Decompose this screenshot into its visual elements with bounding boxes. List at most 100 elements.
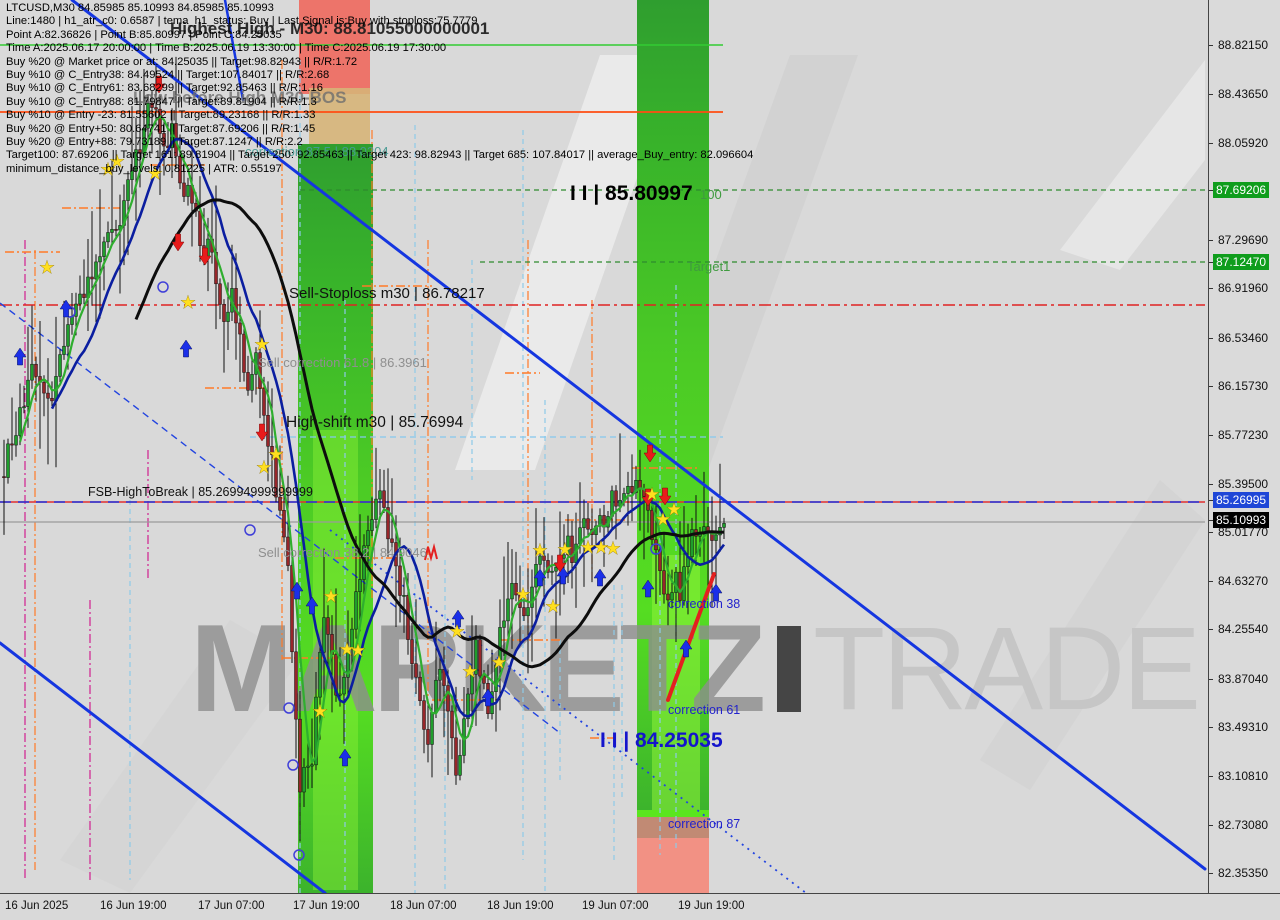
candle-bearish [282,510,286,538]
sell-arrow-icon [198,247,212,266]
candle-bearish [390,538,394,543]
price-tick-mark [1209,288,1213,290]
left-tan-zone [309,88,370,146]
star-signal-icon: ★ [339,640,354,660]
price-tick-mark [1209,520,1213,522]
buy-arrow-icon [179,339,193,358]
buy-impulse-line[interactable] [666,572,716,702]
mid-salmon-zone [637,838,709,893]
price-tick-label: 83.87040 [1218,671,1269,686]
buy-arrow-icon [451,609,465,628]
star-signal-icon: ★ [449,622,464,642]
star-signal-icon: ★ [605,539,620,559]
star-signal-icon: ★ [39,258,54,278]
candle-bullish [342,677,346,695]
price-level-badge: 87.69206 [1213,181,1270,198]
chart-plot-area[interactable]: MARKETZ TRADE ★ ★ ★ ★ ★ ★ ★ ★ ★ ★ ★ ★ ★ ★ ★ ★ ★ ★ ★ ★ ★ ★ ★ ★ ★ … [0,0,1208,893]
lower-channel-line[interactable] [0,641,327,893]
candle-bearish [286,536,290,566]
candle-bearish [162,133,166,147]
candle-bearish [34,363,38,377]
candle-bearish [278,496,282,511]
price-tick-label: 88.82150 [1218,38,1269,52]
time-tick-label: 18 Jun 07:00 [390,900,457,912]
star-signal-icon: ★ [254,335,269,355]
candle-bullish [22,406,26,409]
candle-bearish [266,415,270,447]
sell-arrow-icon [255,423,269,442]
candle-bullish [354,591,358,630]
candle-bullish [506,598,510,622]
time-axis[interactable]: 16 Jun 2025 16 Jun 19:00 17 Jun 07:00 17 Ju… [0,893,1280,920]
candle-bullish [58,354,62,377]
price-tick-label: 86.91960 [1218,281,1269,296]
star-signal-icon: ★ [109,152,124,172]
buy-arrow-icon [593,568,607,587]
exit-circle-marker [650,543,662,555]
price-chart-layer[interactable]: ★★★★★★★★★★★★★★ ★★★★★ ★★★★★★ [0,0,1208,893]
candle-bullish [346,649,350,678]
star-signal-icon: ★ [268,445,283,465]
candle-bullish [530,586,534,608]
star-signal-icon: ★ [515,585,530,605]
candle-bearish [422,700,426,730]
candle-bullish [250,374,254,391]
zigzag-marker [424,543,438,562]
candle-bullish [502,620,506,628]
price-tick-label: 84.25540 [1218,622,1269,637]
candle-bullish [110,229,114,233]
price-tick-label: 87.29690 [1218,233,1269,248]
candle-bearish [46,392,50,399]
price-tick-label: 88.43650 [1218,87,1269,102]
star-signal-icon: ★ [180,293,195,313]
price-tick-mark [1209,435,1213,437]
candle-bearish [218,283,222,305]
star-signal-icon: ★ [462,662,477,682]
price-tick-label: 86.53460 [1218,330,1269,345]
candle-bearish [150,102,154,108]
candle-bearish [662,570,666,595]
candle-bearish [478,639,482,677]
exit-circle-marker [157,281,169,293]
candle-bullish [470,674,474,695]
candle-bearish [42,382,46,394]
candle-bearish [514,583,518,596]
candle-bearish [450,710,454,739]
candle-bullish [458,755,462,776]
candle-bearish [522,607,526,617]
star-signal-icon: ★ [666,500,681,520]
candle-bullish [98,256,102,263]
mid-channel-dashed[interactable] [0,302,561,734]
buy-arrow-icon [481,688,495,707]
candle-bullish [670,592,674,601]
candle-bearish [666,593,670,601]
price-tick-label: 84.63270 [1218,574,1269,589]
candle-bearish [294,651,298,720]
candle-bearish [326,617,330,635]
price-tick-label: 82.35350 [1218,865,1269,880]
candle-bullish [358,579,362,592]
candle-bullish [106,232,110,243]
candle-bullish [714,534,718,541]
upper-channel-line[interactable] [70,0,1207,871]
price-tick-mark [1209,45,1213,46]
candle-bullish [634,480,638,493]
star-signal-icon: ★ [323,587,338,607]
star-signal-icon: ★ [593,538,608,558]
price-tick-mark [1209,337,1213,339]
candle-bearish [270,446,274,456]
candle-bullish [62,345,66,355]
candle-bearish [614,490,618,507]
sell-arrow-icon [658,487,672,506]
price-axis[interactable]: 88.82150 88.43650 88.05920 87.69206 87.29690… [1208,0,1280,893]
candle-bearish [238,322,242,335]
price-tick-mark [1209,189,1213,191]
candle-bullish [430,712,434,745]
signal-markers: ★★★★★★★★★★★★★★ ★★★★★ ★★★★★★ [13,75,723,861]
star-signal-icon: ★ [256,458,271,478]
short-steep-line[interactable] [223,0,245,102]
candle-bullish [474,639,478,675]
star-signal-icon: ★ [580,538,595,558]
buy-arrow-icon [556,566,570,585]
